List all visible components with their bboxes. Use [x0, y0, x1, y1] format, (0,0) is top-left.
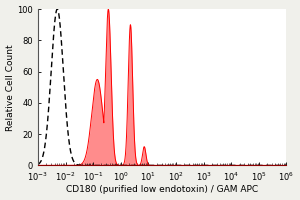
- X-axis label: CD180 (purified low endotoxin) / GAM APC: CD180 (purified low endotoxin) / GAM APC: [66, 185, 258, 194]
- Y-axis label: Relative Cell Count: Relative Cell Count: [6, 44, 15, 131]
